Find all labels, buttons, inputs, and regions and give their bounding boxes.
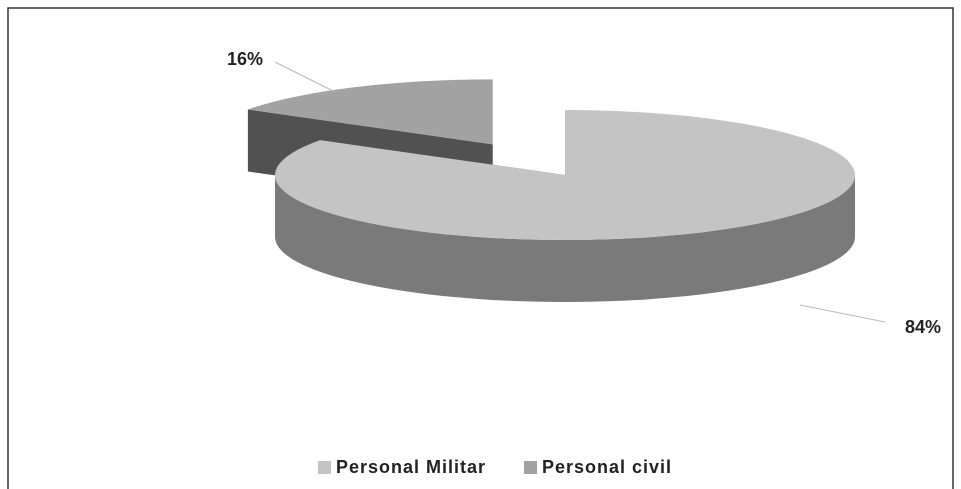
legend-swatch — [318, 461, 331, 474]
legend-label: Personal civil — [542, 457, 672, 477]
leader-line — [274, 61, 336, 93]
leader-line — [799, 304, 886, 323]
legend-label: Personal Militar — [336, 457, 486, 477]
data-label: 84% — [905, 317, 941, 337]
slice-top — [274, 110, 855, 240]
pie-slice — [274, 110, 855, 302]
data-label: 16% — [227, 49, 263, 69]
frame — [7, 7, 954, 489]
slice-top — [247, 79, 493, 145]
slice-side — [275, 175, 855, 302]
legend-swatch — [524, 461, 537, 474]
